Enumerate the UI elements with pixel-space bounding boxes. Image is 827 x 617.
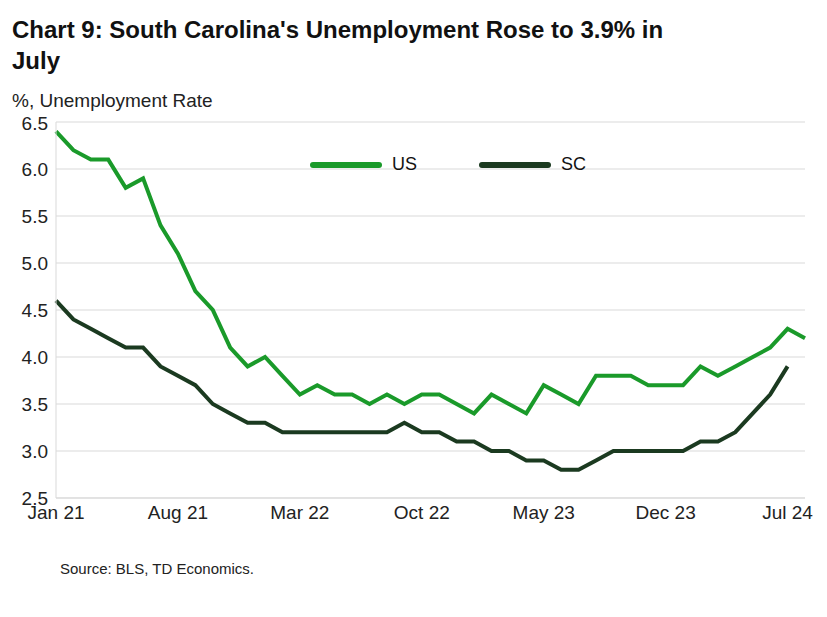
svg-text:Dec 23: Dec 23 xyxy=(636,502,696,523)
svg-text:5.0: 5.0 xyxy=(22,253,48,274)
svg-text:2.5: 2.5 xyxy=(22,488,48,509)
html-text:%, Unemployment Rate: %, Unemployment Rate xyxy=(12,90,213,111)
html-text:SC: SC xyxy=(561,154,586,174)
html-text:Source: BLS, TD Economics.: Source: BLS, TD Economics. xyxy=(60,560,254,577)
svg-text:6.5: 6.5 xyxy=(22,113,48,134)
svg-text:May 23: May 23 xyxy=(513,502,575,523)
svg-text:Jan 21: Jan 21 xyxy=(27,502,85,524)
svg-text:6.0: 6.0 xyxy=(22,159,48,180)
svg-text:Jul 24: Jul 24 xyxy=(762,502,813,523)
svg-text:3.0: 3.0 xyxy=(22,441,48,462)
html-text:Chart 9: South Carolina's Unem: Chart 9: South Carolina's Unemployment R… xyxy=(12,16,664,74)
svg-text:3.5: 3.5 xyxy=(22,394,48,415)
svg-text:4.5: 4.5 xyxy=(22,300,48,321)
html-text:US: US xyxy=(392,154,417,174)
svg-text:4.0: 4.0 xyxy=(22,347,48,368)
svg-text:Aug 21: Aug 21 xyxy=(148,502,208,523)
svg-text:Oct 22: Oct 22 xyxy=(394,502,450,523)
svg-text:Mar 22: Mar 22 xyxy=(270,502,329,523)
svg-text:5.5: 5.5 xyxy=(22,206,48,227)
